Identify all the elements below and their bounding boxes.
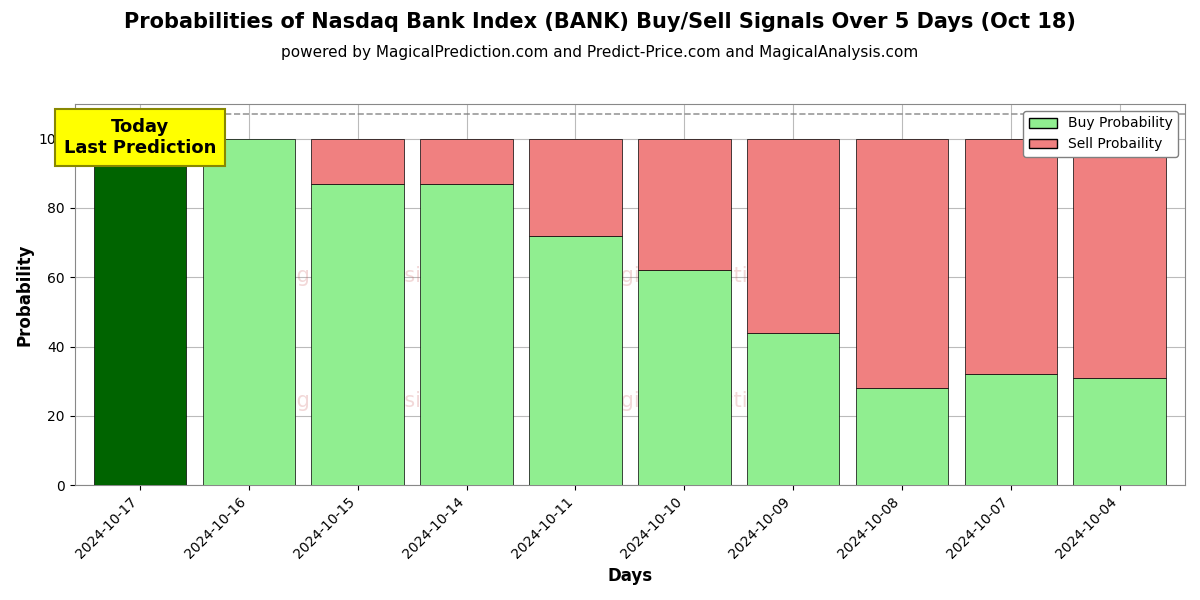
Bar (1074, 378, 1166, 485)
Bar (746, 139, 839, 332)
Bar (856, 139, 948, 388)
Text: MagicalAnalysis.com: MagicalAnalysis.com (266, 266, 482, 286)
Bar (1074, 139, 1166, 378)
Text: Today
Last Prediction: Today Last Prediction (64, 118, 216, 157)
Bar (420, 184, 512, 485)
Y-axis label: Probability: Probability (16, 244, 34, 346)
Bar (746, 332, 839, 485)
Text: MagicalPrediction.com: MagicalPrediction.com (590, 266, 824, 286)
X-axis label: Days: Days (607, 567, 653, 585)
Bar (312, 139, 404, 184)
Bar (420, 139, 512, 184)
Bar (965, 139, 1057, 374)
Legend: Buy Probability, Sell Probaility: Buy Probability, Sell Probaility (1024, 111, 1178, 157)
Bar (529, 139, 622, 236)
Bar (965, 374, 1057, 485)
Bar (638, 271, 731, 485)
Text: MagicalAnalysis.com: MagicalAnalysis.com (266, 391, 482, 412)
Bar (638, 139, 731, 271)
Bar (856, 388, 948, 485)
Bar (529, 236, 622, 485)
Text: Probabilities of Nasdaq Bank Index (BANK) Buy/Sell Signals Over 5 Days (Oct 18): Probabilities of Nasdaq Bank Index (BANK… (124, 12, 1076, 32)
Text: powered by MagicalPrediction.com and Predict-Price.com and MagicalAnalysis.com: powered by MagicalPrediction.com and Pre… (281, 45, 919, 60)
Bar (312, 184, 404, 485)
Bar (94, 139, 186, 485)
Bar (203, 139, 295, 485)
Text: MagicalPrediction.com: MagicalPrediction.com (590, 391, 824, 412)
